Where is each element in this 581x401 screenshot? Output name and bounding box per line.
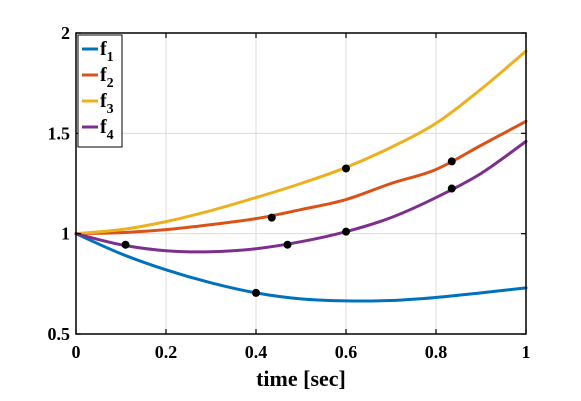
marker-point-f4	[447, 184, 456, 193]
tick-labels: 0 0.2 0.4 0.6 0.8 1 0.5 1 1.5 2	[48, 23, 531, 362]
y-tick-label: 2	[61, 23, 70, 43]
marker-point-f2	[267, 213, 276, 222]
marker-point-f2	[447, 157, 456, 166]
y-tick-label: 1.5	[48, 123, 71, 143]
series-line-f2	[74, 119, 528, 236]
plot-frame	[75, 32, 527, 335]
x-tick-label: 0.6	[335, 342, 358, 362]
y-tick-label: 0.5	[48, 324, 71, 344]
x-tick-label: 0	[72, 342, 81, 362]
marker-point-f4	[121, 240, 130, 249]
marker-point-f3	[342, 164, 350, 173]
grid	[76, 33, 526, 334]
marker-point-f4	[283, 240, 292, 249]
y-tick-label: 1	[61, 224, 70, 244]
marker-point-f1	[252, 288, 260, 297]
x-tick-label: 1	[522, 342, 531, 362]
x-tick-label: 0.8	[425, 342, 448, 362]
series-line-f3	[74, 49, 528, 236]
series-markers	[121, 157, 456, 297]
series-lines	[74, 49, 528, 303]
series-line-f1	[74, 232, 528, 303]
marker-point-f4	[342, 227, 350, 236]
x-axis-label: time [sec]	[256, 366, 346, 391]
x-tick-label: 0.2	[155, 342, 178, 362]
x-tick-label: 0.4	[245, 342, 268, 362]
